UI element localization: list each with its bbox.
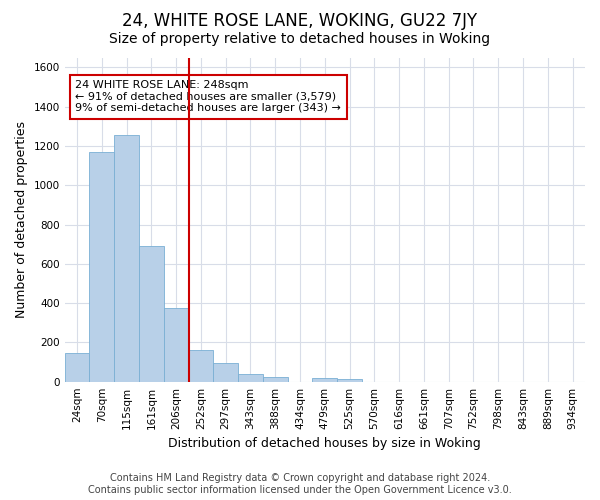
Bar [214,364,238,382]
Bar [188,350,214,382]
Text: Size of property relative to detached houses in Woking: Size of property relative to detached ho… [109,32,491,46]
Bar [164,308,188,382]
Y-axis label: Number of detached properties: Number of detached properties [15,121,28,318]
Bar [263,377,287,382]
Bar [114,134,139,382]
Bar [337,378,362,382]
Bar [65,352,89,382]
Bar [139,246,164,382]
Text: 24 WHITE ROSE LANE: 248sqm
← 91% of detached houses are smaller (3,579)
9% of se: 24 WHITE ROSE LANE: 248sqm ← 91% of deta… [75,80,341,114]
Text: 24, WHITE ROSE LANE, WOKING, GU22 7JY: 24, WHITE ROSE LANE, WOKING, GU22 7JY [122,12,478,30]
Bar [89,152,114,382]
Bar [313,378,337,382]
X-axis label: Distribution of detached houses by size in Woking: Distribution of detached houses by size … [169,437,481,450]
Bar [238,374,263,382]
Text: Contains HM Land Registry data © Crown copyright and database right 2024.
Contai: Contains HM Land Registry data © Crown c… [88,474,512,495]
